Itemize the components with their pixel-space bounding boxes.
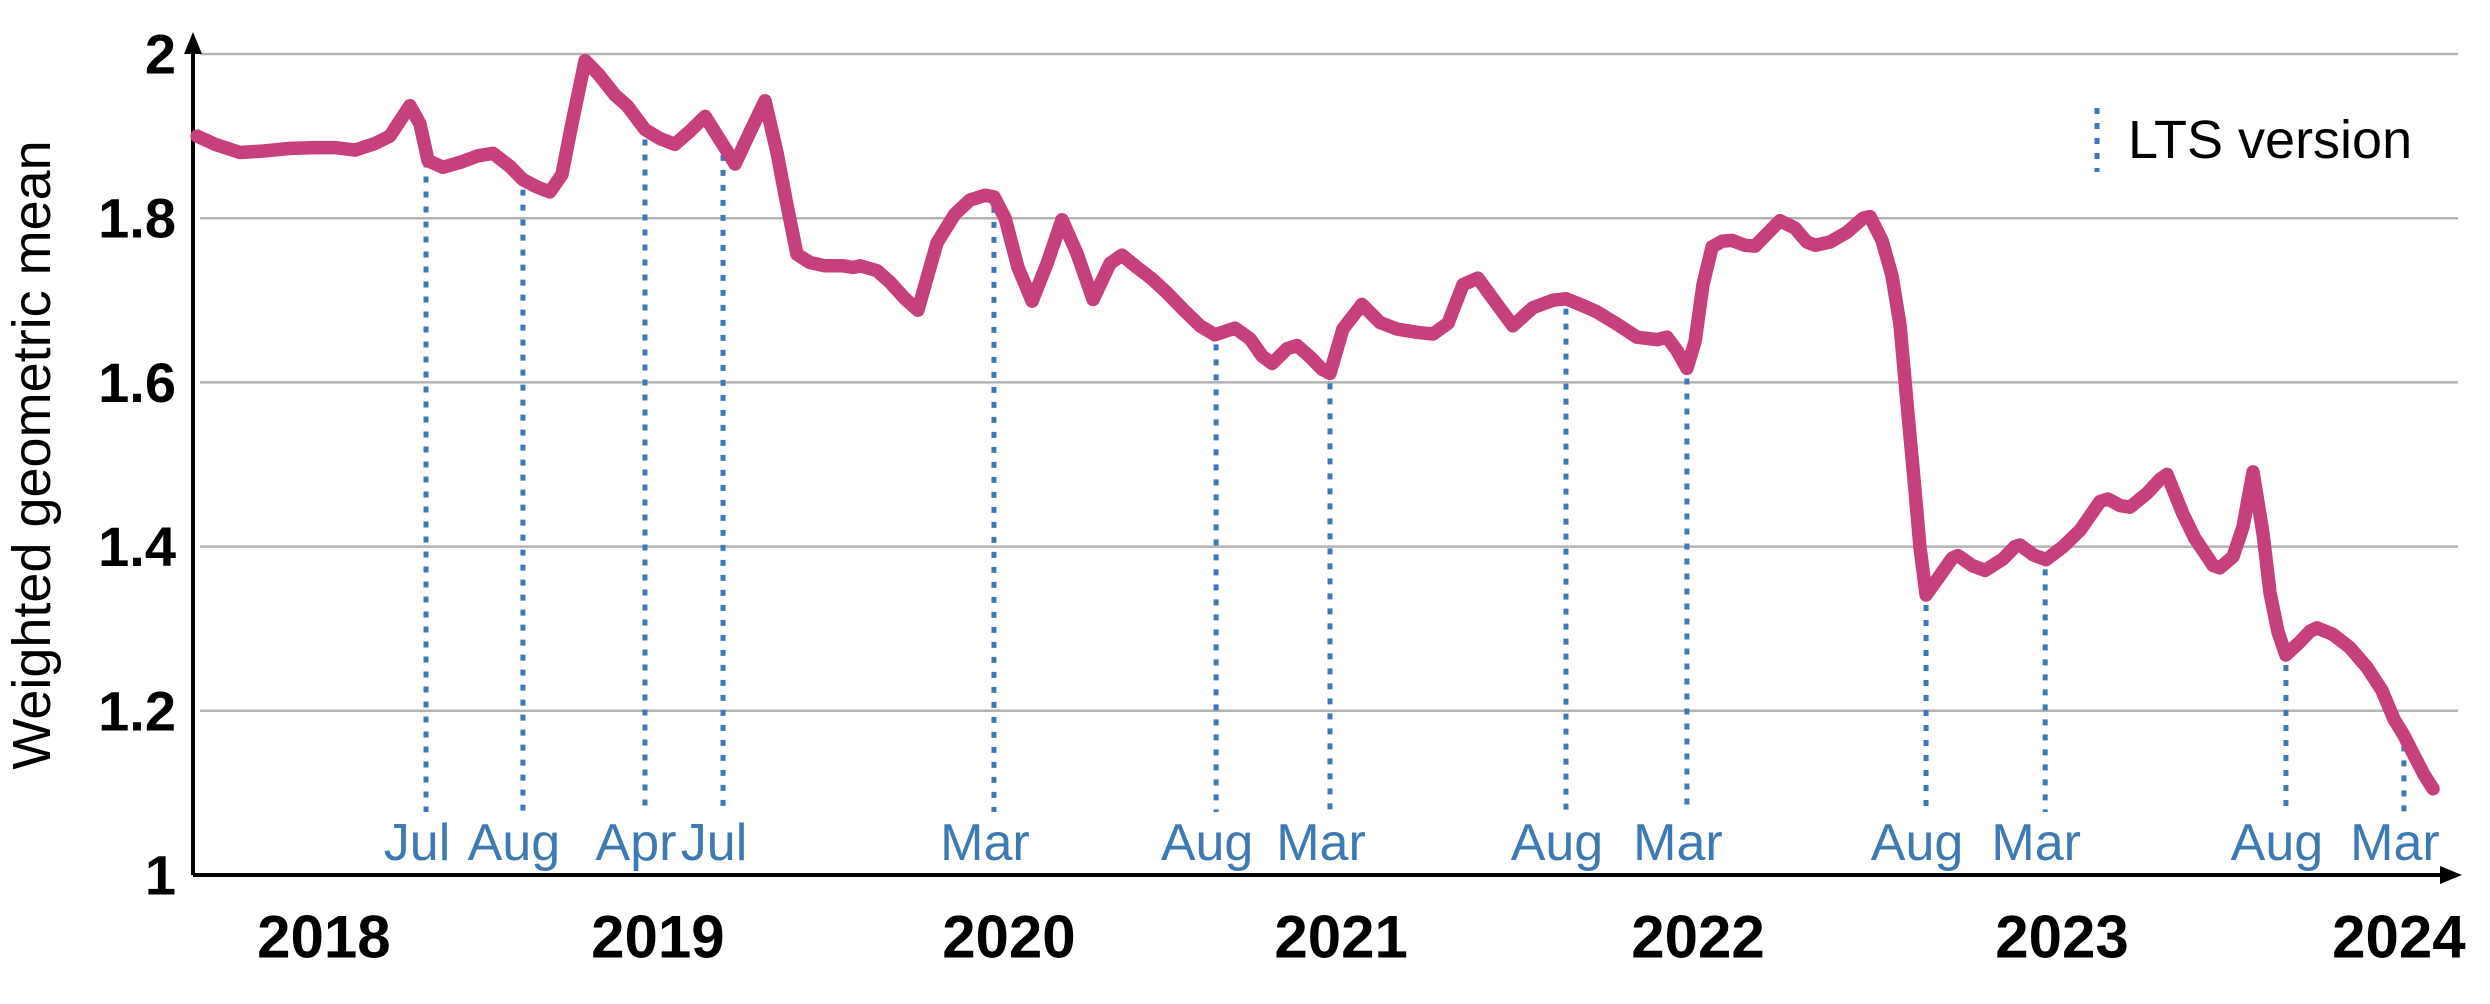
y-axis-arrow-icon (184, 32, 202, 54)
y-tick-labels: 2 1.8 1.6 1.4 1.2 1 (98, 23, 176, 907)
lts-month-labels: Jul Aug Apr Jul Mar Aug Mar Aug Mar Aug Mar Aug Mar (384, 814, 2440, 872)
y-tick-label: 1 (145, 844, 176, 907)
x-year-label: 2018 (257, 904, 390, 971)
lts-month-label: Aug (468, 814, 561, 872)
legend: LTS version (2094, 108, 2412, 172)
legend-label: LTS version (2128, 110, 2412, 170)
y-tick-label: 1.2 (98, 679, 176, 742)
x-year-label: 2023 (1995, 904, 2128, 971)
y-axis-title: Weighted geometric mean (2, 140, 62, 769)
y-tick-label: 1.8 (98, 187, 176, 250)
lts-month-label: Mar (2350, 814, 2440, 872)
lts-marker-lines (423, 139, 2407, 812)
lts-month-label: Mar (1991, 814, 2081, 872)
x-year-label: 2022 (1631, 904, 1764, 971)
lts-month-label: Aug (1871, 814, 1964, 872)
lts-month-label: Aug (1511, 814, 1604, 872)
x-axis-arrow-icon (2440, 866, 2462, 884)
lts-month-label: Apr (596, 814, 677, 872)
x-year-label: 2020 (942, 904, 1075, 971)
x-year-label: 2019 (591, 904, 724, 971)
lts-month-label: Aug (1161, 814, 1254, 872)
axes (184, 32, 2462, 884)
x-year-label: 2024 (2332, 904, 2466, 971)
lts-month-label: Jul (384, 814, 450, 872)
y-tick-label: 2 (145, 23, 176, 86)
lts-month-label: Aug (2231, 814, 2324, 872)
x-year-label: 2021 (1274, 904, 1407, 971)
lts-month-label: Mar (1276, 814, 1366, 872)
lts-month-label: Jul (681, 814, 747, 872)
series-line (190, 53, 2440, 796)
y-tick-label: 1.6 (98, 351, 176, 414)
lts-month-label: Mar (1633, 814, 1723, 872)
y-tick-label: 1.4 (98, 515, 176, 578)
lts-month-label: Mar (940, 814, 1030, 872)
gridlines (200, 52, 2458, 713)
x-year-labels: 2018 2019 2020 2021 2022 2023 2024 (257, 904, 2466, 971)
